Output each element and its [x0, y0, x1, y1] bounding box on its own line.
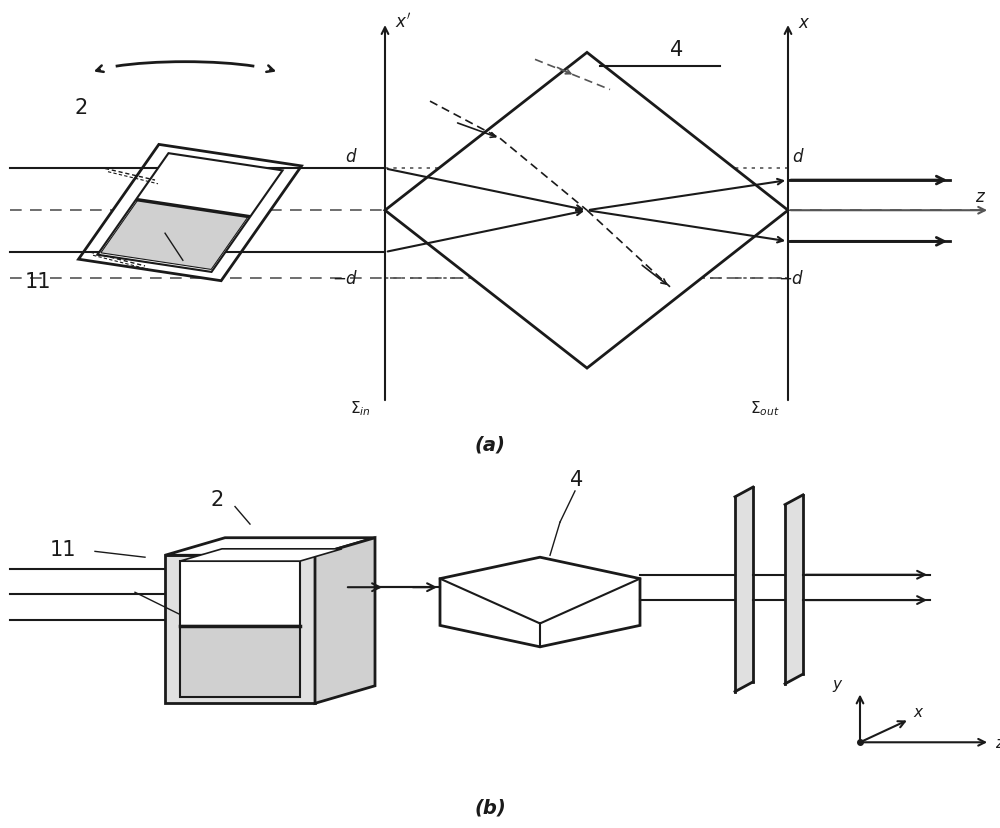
Polygon shape	[440, 557, 640, 647]
Text: $z$: $z$	[995, 735, 1000, 750]
Polygon shape	[180, 561, 300, 627]
Text: $x$: $x$	[798, 14, 810, 31]
Text: 2: 2	[210, 489, 223, 509]
Polygon shape	[97, 154, 283, 272]
Text: $z$: $z$	[975, 188, 986, 205]
Text: 11: 11	[25, 272, 52, 291]
Polygon shape	[180, 549, 342, 561]
Text: $-d$: $-d$	[332, 270, 359, 288]
Text: $d$: $d$	[345, 148, 358, 166]
Text: (b): (b)	[474, 797, 506, 816]
Text: $\Sigma_{out}$: $\Sigma_{out}$	[750, 399, 780, 417]
Text: $-d$: $-d$	[778, 270, 805, 288]
Polygon shape	[78, 145, 302, 282]
Polygon shape	[785, 495, 803, 684]
Text: $y$: $y$	[832, 677, 844, 693]
Text: 2: 2	[75, 98, 88, 118]
Text: $\Sigma_{in}$: $\Sigma_{in}$	[350, 399, 371, 417]
Text: (a): (a)	[475, 435, 505, 454]
Polygon shape	[385, 53, 788, 368]
Polygon shape	[165, 538, 375, 556]
Text: 11: 11	[50, 540, 76, 560]
Polygon shape	[735, 488, 753, 692]
Text: $x$: $x$	[913, 704, 925, 719]
Polygon shape	[165, 556, 315, 704]
Text: 4: 4	[570, 469, 583, 489]
Text: 4: 4	[670, 40, 683, 60]
Polygon shape	[315, 538, 375, 704]
Polygon shape	[101, 200, 248, 270]
Text: $d$: $d$	[792, 148, 805, 166]
Text: $x'$: $x'$	[395, 13, 411, 31]
Polygon shape	[180, 627, 300, 698]
